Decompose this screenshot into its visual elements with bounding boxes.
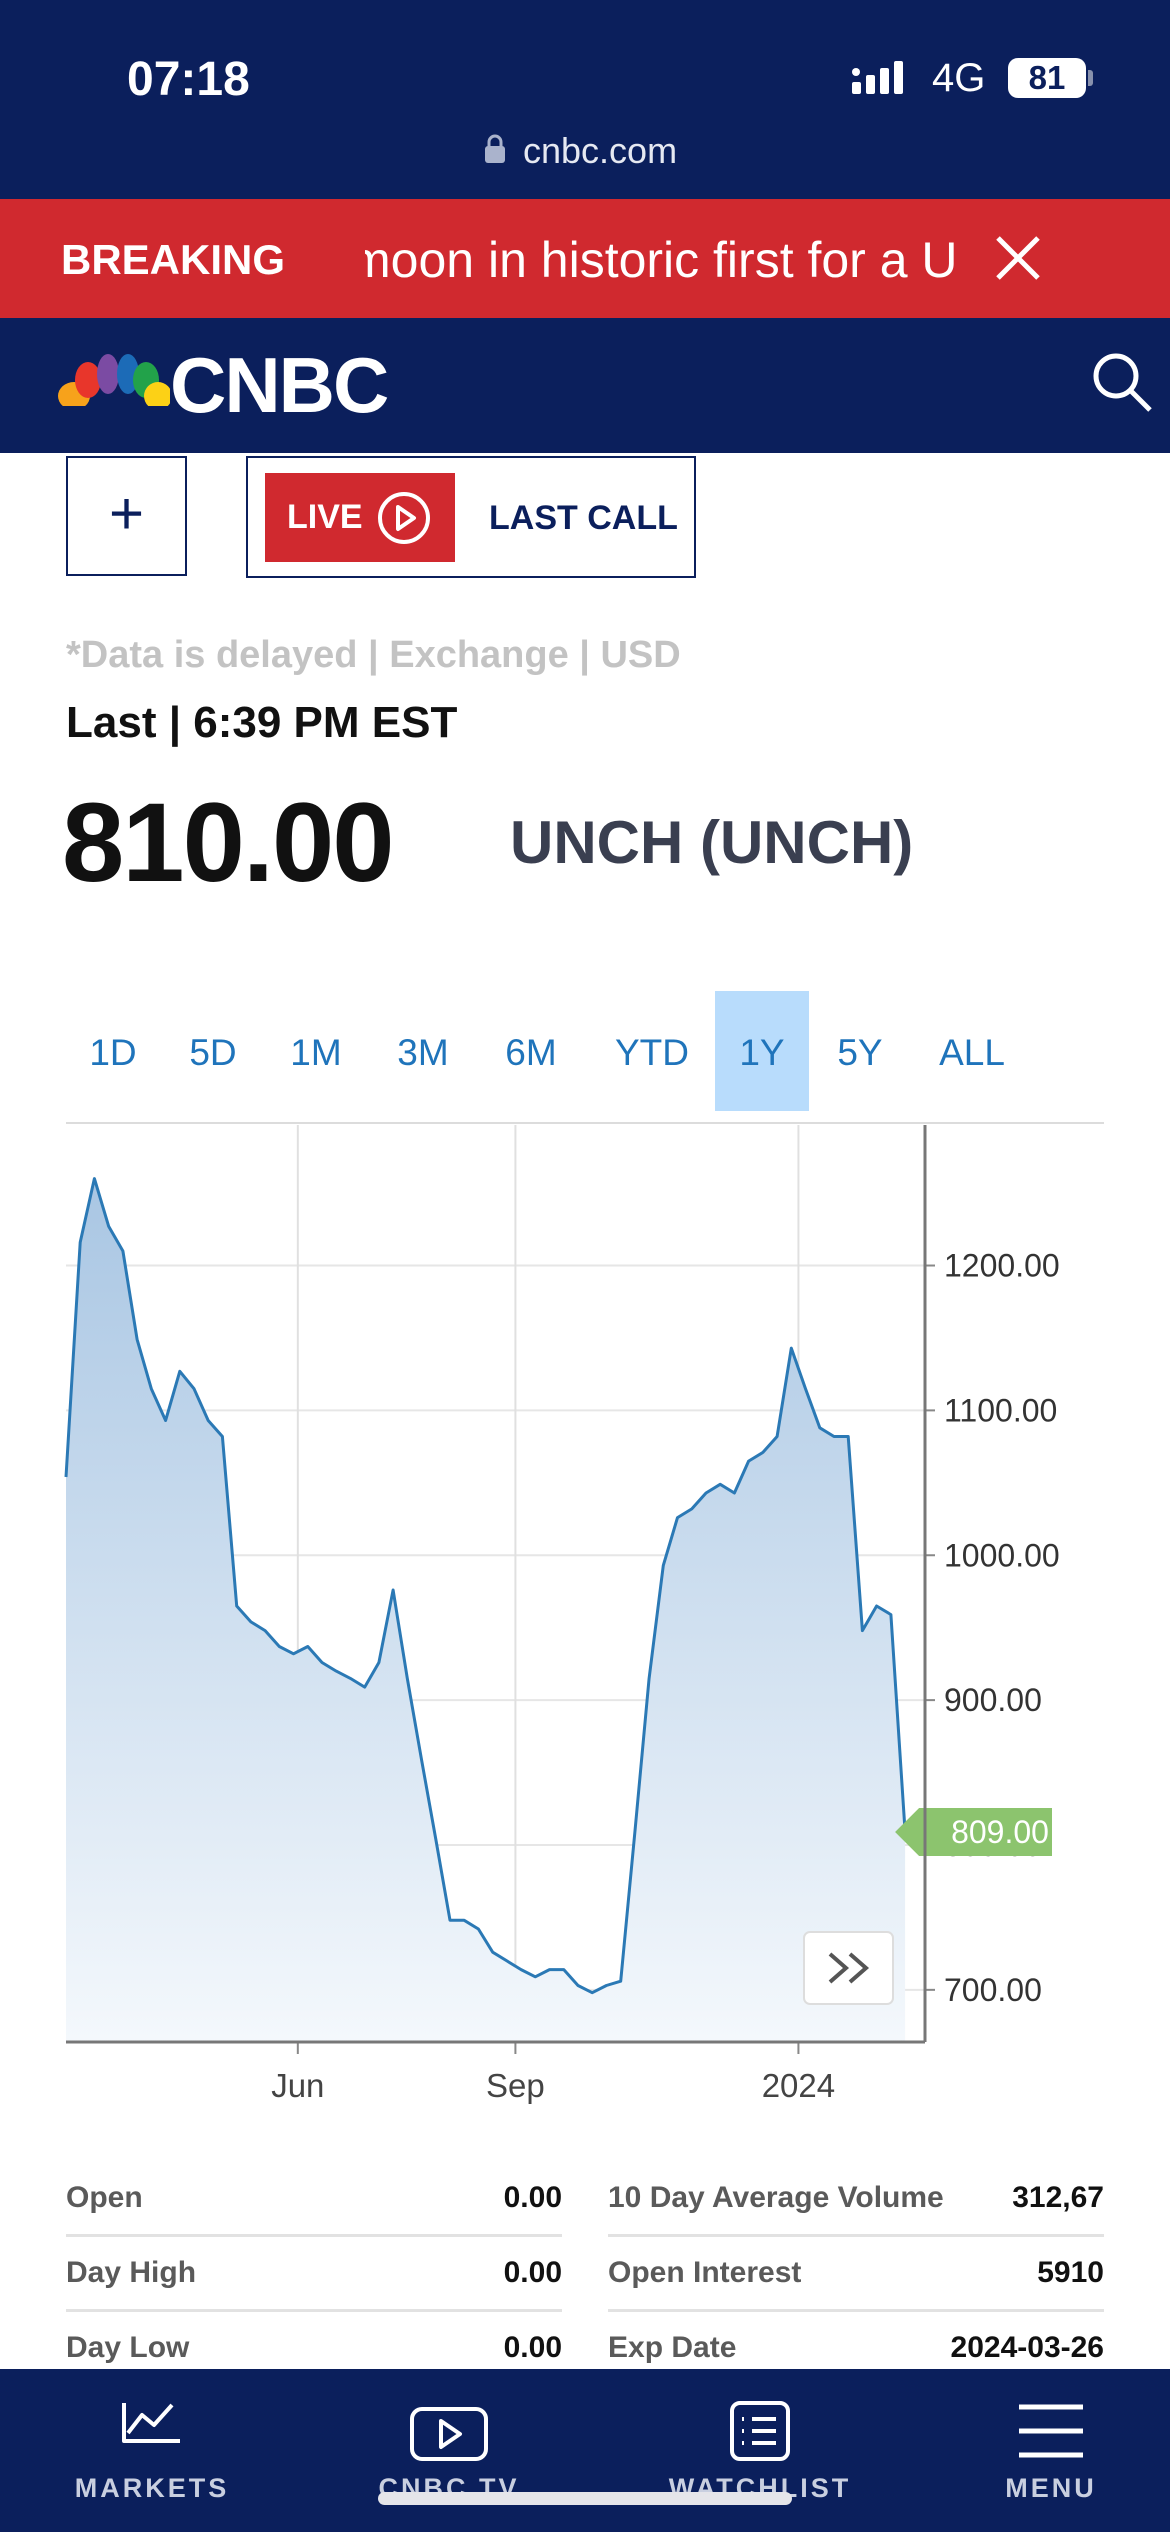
stat-label: Open bbox=[66, 2181, 143, 2214]
headline[interactable]: moon in historic first for a U bbox=[365, 232, 958, 288]
row-divider bbox=[608, 2309, 1104, 2312]
home-indicator bbox=[378, 2492, 792, 2505]
tab-labels: MARKETS CNBC TV WATCHLIST MENU bbox=[0, 2369, 1170, 2532]
breaking-banner[interactable] bbox=[0, 199, 1170, 318]
y-tick-label: 1200.00 bbox=[944, 1248, 1060, 1284]
markets-icon-line bbox=[126, 2403, 174, 2435]
range-tab[interactable]: 1Y bbox=[739, 1032, 785, 1073]
peacock-logo[interactable] bbox=[58, 350, 170, 420]
stat-value: 5910 bbox=[1037, 2256, 1104, 2289]
range-tab[interactable]: 5D bbox=[189, 1032, 237, 1073]
logo-text[interactable]: CNBC bbox=[170, 341, 389, 429]
range-tab[interactable]: YTD bbox=[615, 1032, 689, 1073]
y-tick-label: 1100.00 bbox=[944, 1392, 1057, 1428]
status-bar bbox=[0, 0, 1170, 199]
x-tick-label: Jun bbox=[271, 2067, 324, 2104]
last-value-label: 809.00 bbox=[951, 1814, 1049, 1850]
play-icon bbox=[378, 492, 430, 544]
stat-label: Day High bbox=[66, 2256, 197, 2289]
lock-icon bbox=[485, 134, 505, 163]
signal-icon bbox=[852, 61, 903, 94]
y-tick-label: 700.00 bbox=[944, 1972, 1042, 2008]
stat-label: Exp Date bbox=[608, 2331, 737, 2364]
stat-value: 0.00 bbox=[503, 2181, 562, 2214]
ticker: moon in historic first for a U bbox=[365, 199, 1005, 318]
live-badge bbox=[265, 473, 455, 562]
network: 4G bbox=[932, 56, 986, 100]
y-tick-label: 1000.00 bbox=[944, 1537, 1060, 1573]
battery: 81 bbox=[1008, 58, 1086, 98]
live-label: LIVE bbox=[287, 498, 363, 536]
last-value-badge bbox=[895, 1807, 1052, 1856]
tab-label[interactable]: MARKETS bbox=[74, 2473, 230, 2503]
x-tick-label: 2024 bbox=[762, 2067, 835, 2104]
tv-play bbox=[439, 2419, 462, 2449]
row-divider bbox=[608, 2234, 1104, 2237]
header bbox=[0, 318, 1170, 453]
range-tab[interactable]: 1D bbox=[89, 1032, 137, 1073]
range-tab[interactable]: ALL bbox=[939, 1032, 1005, 1073]
chart: 700.00800.00900.001000.001100.001200.00J… bbox=[64, 1125, 1060, 2104]
divider bbox=[66, 1122, 1104, 1124]
show-name: LAST CALL bbox=[489, 499, 678, 537]
tab-icons bbox=[122, 2401, 1083, 2461]
range-tab[interactable]: 1M bbox=[290, 1032, 342, 1073]
range-tabs: 1D 5D 1M 3M 6M YTD 1Y 5Y ALL bbox=[0, 990, 1170, 1112]
area bbox=[66, 1178, 906, 2042]
stat-value: 0.00 bbox=[503, 2256, 562, 2289]
url[interactable]: cnbc.com bbox=[523, 130, 678, 171]
change: UNCH (UNCH) bbox=[510, 809, 914, 876]
battery-tip bbox=[1088, 70, 1093, 86]
tab-label[interactable]: MENU bbox=[1005, 2473, 1097, 2503]
tab-selected-bg bbox=[715, 991, 809, 1111]
tv-icon bbox=[410, 2407, 488, 2461]
range-tab[interactable]: 5Y bbox=[837, 1032, 883, 1073]
range-tab[interactable]: 3M bbox=[397, 1032, 449, 1073]
time: 07:18 bbox=[127, 53, 250, 106]
stat-label: Day Low bbox=[66, 2331, 190, 2364]
range-tab[interactable]: 6M bbox=[505, 1032, 557, 1073]
row-divider bbox=[66, 2234, 562, 2237]
stat-label: Open Interest bbox=[608, 2256, 802, 2289]
close-icon[interactable] bbox=[994, 234, 1042, 282]
row-divider bbox=[66, 2309, 562, 2312]
live-button[interactable] bbox=[246, 456, 696, 578]
search-icon[interactable] bbox=[1090, 350, 1154, 414]
price: 810.00 bbox=[62, 780, 395, 905]
scroll-icon bbox=[828, 1952, 870, 1984]
watchlist-lines bbox=[742, 2417, 776, 2445]
data-note: *Data is delayed | Exchange | USD bbox=[66, 634, 681, 676]
add-button[interactable]: + bbox=[66, 456, 187, 576]
line bbox=[64, 1177, 907, 1995]
breaking-label: BREAKING bbox=[61, 236, 286, 283]
stat-value: 0.00 bbox=[503, 2331, 562, 2364]
stat-label: 10 Day Average Volume bbox=[608, 2181, 944, 2214]
watchlist-icon bbox=[730, 2401, 790, 2461]
y-tick-label: 900.00 bbox=[944, 1682, 1042, 1718]
x-tick-label: Sep bbox=[486, 2067, 545, 2104]
stat-value: 312,67 bbox=[1012, 2181, 1104, 2214]
last-time: Last | 6:39 PM EST bbox=[66, 698, 458, 747]
menu-icon bbox=[1019, 2404, 1083, 2458]
stat-value: 2024-03-26 bbox=[950, 2331, 1104, 2364]
markets-icon bbox=[122, 2403, 180, 2443]
